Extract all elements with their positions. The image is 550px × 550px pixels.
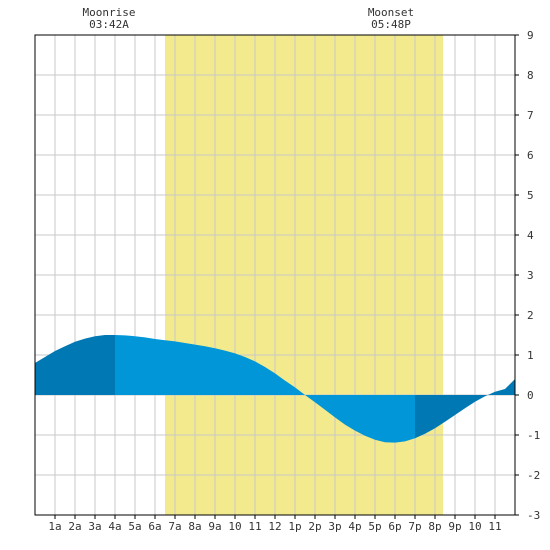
y-tick-label: 8 xyxy=(527,69,534,82)
moon-event-label: Moonrise xyxy=(83,6,136,19)
y-tick-label: 7 xyxy=(527,109,534,122)
x-tick-label: 10 xyxy=(228,520,241,533)
y-tick-label: 2 xyxy=(527,309,534,322)
x-tick-label: 1a xyxy=(48,520,61,533)
x-tick-label: 11 xyxy=(488,520,501,533)
x-tick-label: 9p xyxy=(448,520,461,533)
x-tick-label: 1p xyxy=(288,520,301,533)
y-tick-label: -2 xyxy=(527,469,540,482)
x-tick-label: 3p xyxy=(328,520,341,533)
y-tick-label: -3 xyxy=(527,509,540,522)
y-tick-label: 6 xyxy=(527,149,534,162)
x-tick-label: 8a xyxy=(188,520,201,533)
moon-event-time: 03:42A xyxy=(89,18,129,31)
x-tick-label: 8p xyxy=(428,520,441,533)
moon-event-label: Moonset xyxy=(368,6,414,19)
x-tick-label: 2p xyxy=(308,520,321,533)
x-tick-label: 6a xyxy=(148,520,161,533)
x-tick-label: 10 xyxy=(468,520,481,533)
y-tick-label: 3 xyxy=(527,269,534,282)
y-tick-label: 0 xyxy=(527,389,534,402)
x-tick-label: 3a xyxy=(88,520,101,533)
y-tick-label: 5 xyxy=(527,189,534,202)
x-tick-label: 4p xyxy=(348,520,361,533)
tide-area-night-late xyxy=(415,379,515,439)
x-tick-label: 5p xyxy=(368,520,381,533)
y-tick-label: 4 xyxy=(527,229,534,242)
moon-event-time: 05:48P xyxy=(371,18,411,31)
x-tick-label: 5a xyxy=(128,520,141,533)
y-tick-label: 1 xyxy=(527,349,534,362)
tide-area-night-early xyxy=(35,335,115,395)
y-tick-label: 9 xyxy=(527,29,534,42)
x-tick-label: 7p xyxy=(408,520,421,533)
tide-area-day xyxy=(115,335,415,443)
x-tick-label: 6p xyxy=(388,520,401,533)
x-tick-label: 7a xyxy=(168,520,181,533)
y-tick-label: -1 xyxy=(527,429,540,442)
x-tick-label: 11 xyxy=(248,520,261,533)
x-tick-label: 4a xyxy=(108,520,121,533)
x-tick-label: 2a xyxy=(68,520,81,533)
x-tick-label: 12 xyxy=(268,520,281,533)
x-tick-label: 9a xyxy=(208,520,221,533)
